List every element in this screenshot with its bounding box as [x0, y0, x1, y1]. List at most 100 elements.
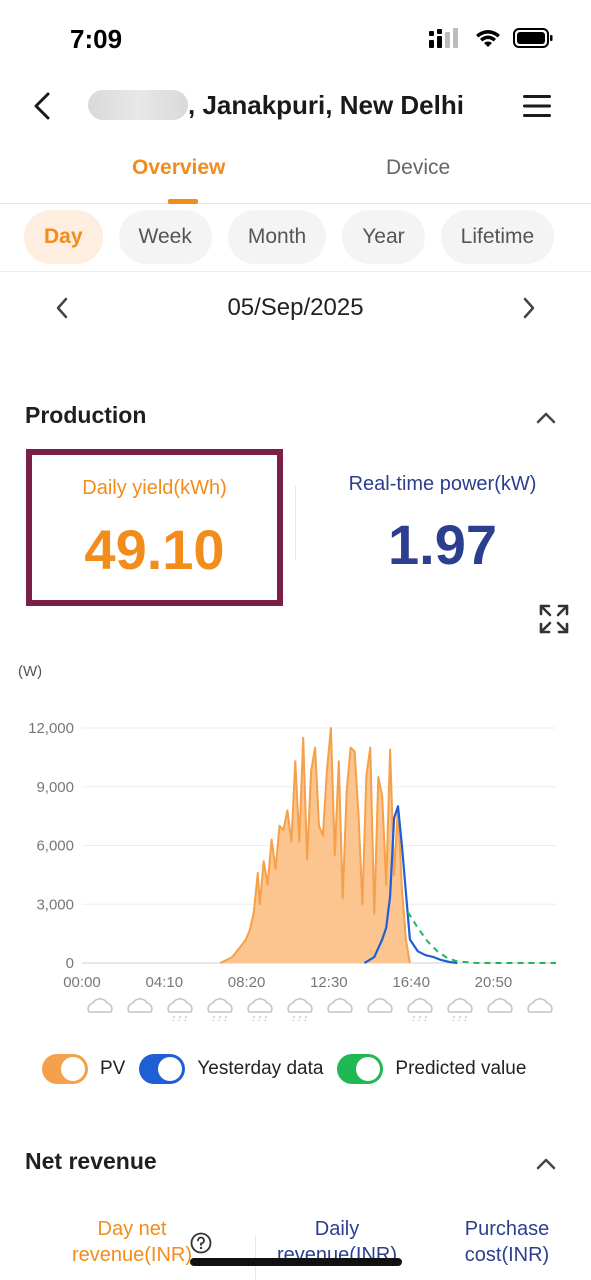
- signal-icon: [429, 28, 458, 48]
- rain-drop: [418, 1015, 421, 1022]
- cloud-shape: [487, 998, 513, 1013]
- legend-predicted-label: Predicted value: [395, 1058, 527, 1079]
- legend-pv-label: PV: [100, 1058, 126, 1079]
- y-tick-label: 6,000: [36, 838, 74, 855]
- y-tick-label: 12,000: [28, 720, 74, 737]
- x-tick-label: 08:20: [228, 974, 266, 991]
- cloud-shape: [527, 998, 553, 1013]
- legend-yesterday-label: Yesterday data: [197, 1058, 324, 1079]
- rain-cloud-icon: [407, 998, 433, 1022]
- cloud-shape: [207, 998, 233, 1013]
- rain-drop: [178, 1015, 181, 1022]
- rain-drop: [258, 1015, 261, 1022]
- daily-yield-value: 49.10: [84, 518, 225, 581]
- x-tick-label: 00:00: [63, 974, 101, 991]
- daily-yield-label: Daily yield(kWh): [82, 477, 227, 499]
- yesterday-toggle[interactable]: [139, 1054, 186, 1084]
- expand-icon: [539, 604, 569, 634]
- rain-drop: [252, 1015, 255, 1022]
- fullscreen-button[interactable]: [538, 603, 570, 635]
- rain-drop: [458, 1015, 461, 1022]
- period-year[interactable]: Year: [342, 210, 425, 264]
- cloud-icon: [527, 998, 553, 1013]
- rain-cloud-icon: [167, 998, 193, 1022]
- rain-drop: [298, 1015, 301, 1022]
- realtime-power-value: 1.97: [388, 513, 497, 576]
- cloud-shape: [87, 998, 113, 1013]
- cloud-shape: [407, 998, 433, 1013]
- selected-date[interactable]: 05/Sep/2025: [227, 294, 364, 321]
- battery-icon: [513, 28, 553, 48]
- rain-drop: [452, 1015, 455, 1022]
- period-week[interactable]: Week: [118, 210, 212, 264]
- realtime-power-label: Real-time power(kW): [348, 473, 537, 495]
- net-revenue-collapse-button[interactable]: [531, 1148, 561, 1178]
- rain-drop: [184, 1015, 187, 1022]
- production-chart-svg: (W) 0 3,000 6,000 9,000 12,000 00:00 04:10 08:2…: [18, 663, 556, 1022]
- rain-cloud-icon: [207, 998, 233, 1022]
- chevron-right-icon: [523, 297, 535, 319]
- rain-drop: [218, 1015, 221, 1022]
- rain-drop: [292, 1015, 295, 1022]
- chevron-left-icon: [34, 92, 50, 120]
- plant-title: , Janakpuri, New Delhi: [188, 90, 464, 120]
- chevron-left-icon: [56, 297, 68, 319]
- previous-date-button[interactable]: [46, 292, 78, 324]
- divider: [0, 271, 591, 272]
- tab-device[interactable]: Device: [386, 156, 451, 179]
- rain-drop: [224, 1015, 227, 1022]
- cloud-icon: [487, 998, 513, 1013]
- predicted-toggle[interactable]: [337, 1054, 384, 1084]
- rain-cloud-icon: [247, 998, 273, 1022]
- chevron-up-icon: [536, 412, 556, 424]
- cloud-icon: [367, 998, 393, 1013]
- rain-drop: [304, 1015, 307, 1022]
- rain-drop: [264, 1015, 267, 1022]
- legend-pv[interactable]: PV: [42, 1054, 125, 1084]
- status-icons: [429, 28, 553, 48]
- daily-yield-card: Daily yield(kWh) 49.10: [26, 449, 283, 606]
- home-indicator: [190, 1258, 402, 1266]
- x-tick-label: 04:10: [146, 974, 184, 991]
- rain-drop: [412, 1015, 415, 1022]
- rain-drop: [464, 1015, 467, 1022]
- active-tab-indicator: [168, 199, 198, 204]
- status-bar: 7:09: [0, 0, 591, 80]
- redacted-plant-name: [88, 90, 188, 120]
- next-date-button[interactable]: [513, 292, 545, 324]
- cloud-shape: [127, 998, 153, 1013]
- x-tick-label: 16:40: [392, 974, 430, 991]
- y-tick-label: 3,000: [36, 896, 74, 913]
- tab-overview[interactable]: Overview: [132, 156, 226, 179]
- back-button[interactable]: [22, 86, 62, 126]
- cloud-shape: [247, 998, 273, 1013]
- y-unit-label: (W): [18, 663, 42, 680]
- main-tabs: Overview Device: [0, 140, 591, 204]
- cloud-shape: [367, 998, 393, 1013]
- menu-button[interactable]: [519, 88, 555, 124]
- cloud-icon: [327, 998, 353, 1013]
- rain-drop: [172, 1015, 175, 1022]
- wifi-icon: [476, 30, 500, 47]
- period-selector: Day Week Month Year Lifetime: [24, 210, 555, 266]
- y-tick-label: 9,000: [36, 779, 74, 796]
- period-month[interactable]: Month: [227, 210, 327, 264]
- period-lifetime[interactable]: Lifetime: [440, 210, 555, 264]
- cloud-shape: [447, 998, 473, 1013]
- help-icon[interactable]: [190, 1232, 212, 1254]
- production-collapse-button[interactable]: [531, 402, 561, 432]
- cloud-icon: [87, 998, 113, 1013]
- legend-predicted[interactable]: Predicted value: [337, 1054, 526, 1084]
- pv-line: [219, 727, 411, 964]
- x-tick-label: 20:50: [475, 974, 513, 991]
- cloud-shape: [287, 998, 313, 1013]
- rain-drop: [424, 1015, 427, 1022]
- pv-toggle[interactable]: [42, 1054, 88, 1084]
- period-day[interactable]: Day: [24, 210, 103, 264]
- production-title: Production: [25, 402, 147, 428]
- day-net-revenue-label: Day net revenue(INR): [71, 1218, 193, 1266]
- production-chart[interactable]: (W) 0 3,000 6,000 9,000 12,000 00:00 04:10 08:2…: [0, 650, 591, 1030]
- cloud-icon: [127, 998, 153, 1013]
- status-time: 7:09: [70, 24, 123, 54]
- legend-yesterday[interactable]: Yesterday data: [139, 1054, 323, 1084]
